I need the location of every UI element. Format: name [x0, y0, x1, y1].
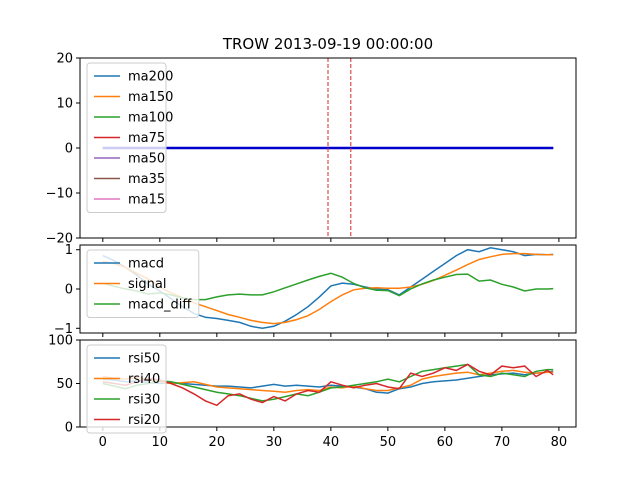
y-tick-label: 50	[56, 377, 73, 392]
x-tick-label: 10	[152, 435, 169, 450]
legend-label-ma200: ma200	[128, 70, 173, 85]
series-line-rsi30	[102, 363, 554, 402]
y-tick-label: 1	[65, 243, 73, 258]
ma-panel: −20 −10 0 10 20 ma200 ma150 ma100 ma75 ma50 ma35 ma…	[46, 52, 577, 247]
y-tick-label: 10	[56, 97, 73, 112]
x-tick-label: 60	[437, 435, 454, 450]
x-tick-label: 0	[99, 435, 107, 450]
y-tick-label: 0	[65, 421, 73, 436]
y-tick-label: −1	[54, 322, 73, 337]
legend-label-rsi40: rsi40	[128, 372, 160, 387]
legend-label-rsi20: rsi20	[128, 413, 160, 428]
y-tick-label: 0	[65, 142, 73, 157]
series-line-rsi20	[102, 363, 554, 407]
y-tick-label: 0	[65, 283, 73, 298]
legend-label-ma75: ma75	[128, 131, 165, 146]
legend-label-macd: macd	[128, 257, 164, 272]
legend-label-ma50: ma50	[128, 152, 165, 167]
legend-label-rsi50: rsi50	[128, 352, 160, 367]
legend-label-ma15: ma15	[128, 193, 165, 208]
x-tick-label: 70	[494, 435, 511, 450]
legend-label-signal: signal	[128, 277, 166, 292]
legend-label-ma35: ma35	[128, 172, 165, 187]
legend-label-rsi30: rsi30	[128, 393, 160, 408]
x-tick-label: 50	[380, 435, 397, 450]
x-tick-label: 80	[551, 435, 568, 450]
x-tick-label: 30	[266, 435, 283, 450]
legend-label-ma100: ma100	[128, 111, 173, 126]
rsi-panel: 0 50 100 0 10 20 30 40 50 60 70 80 rsi50 rsi40 rsi30 rs…	[48, 334, 577, 450]
legend-label-macd_diff: macd_diff	[128, 298, 192, 313]
y-tick-label: 100	[48, 334, 73, 349]
legend-box	[86, 62, 167, 213]
y-tick-label: −10	[46, 187, 73, 202]
legend-label-ma150: ma150	[128, 90, 173, 105]
legend-box	[86, 249, 200, 318]
x-tick-label: 20	[209, 435, 226, 450]
y-tick-label: 20	[56, 52, 73, 67]
macd-panel: −1 0 1 macd signal macd_diff	[54, 243, 577, 337]
y-tick-label: −20	[46, 232, 73, 247]
x-tick-label: 40	[323, 435, 340, 450]
chart-title: TROW 2013-09-19 00:00:00	[222, 35, 433, 53]
legend-box	[86, 344, 167, 434]
